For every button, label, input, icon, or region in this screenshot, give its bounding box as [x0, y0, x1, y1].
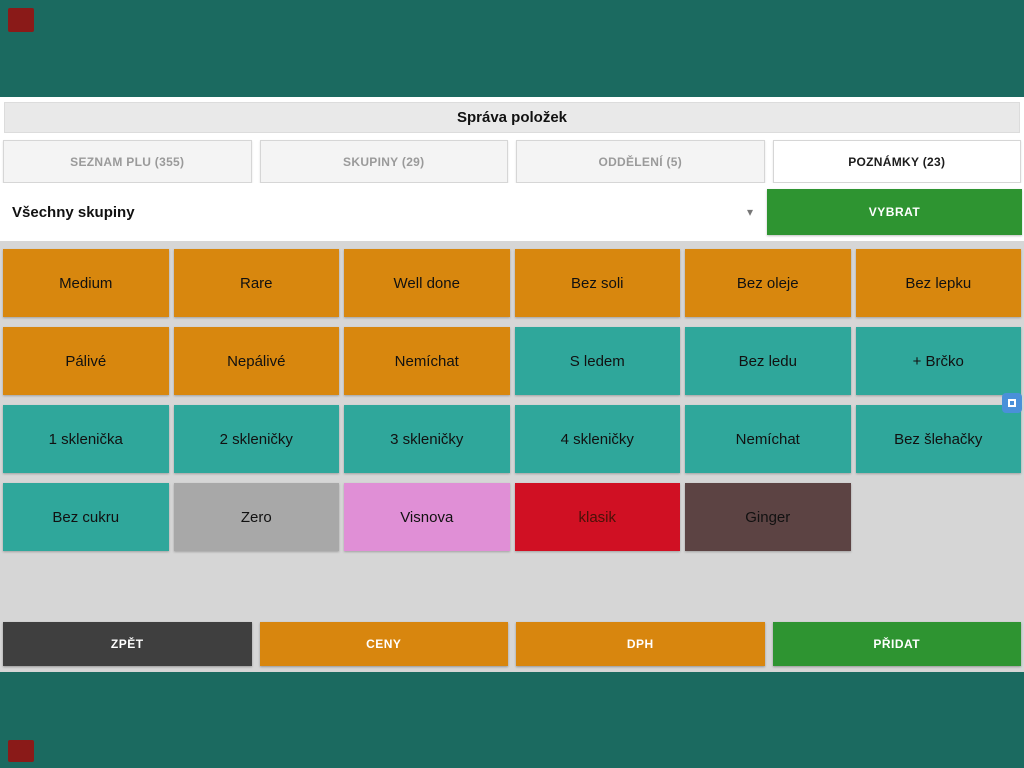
note-button[interactable]: Visnova: [344, 483, 510, 551]
note-button[interactable]: + Brčko: [855, 327, 1021, 395]
notes-grid-area: Medium Rare Well done Bez soli Bez oleje Bez …: [0, 241, 1024, 618]
tab-poznamky[interactable]: POZNÁMKY (23): [772, 140, 1021, 183]
vat-button[interactable]: DPH: [516, 622, 765, 666]
note-button[interactable]: Well done: [344, 249, 510, 317]
note-button[interactable]: Nemíchat: [344, 327, 510, 395]
footer-actions-row: ZPĚT CENY DPH PŘIDAT: [0, 618, 1024, 672]
corner-marker-top: [8, 8, 34, 32]
drag-handle-icon[interactable]: [1002, 393, 1022, 413]
page-title-bar: Správa položek: [4, 102, 1020, 133]
tabs-row: SEZNAM PLU (355) SKUPINY (29) ODDĚLENÍ (…: [3, 140, 1021, 183]
group-filter-row: Všechny skupiny ▾ VYBRAT: [0, 183, 1024, 241]
select-group-button[interactable]: VYBRAT: [767, 189, 1022, 235]
note-button[interactable]: Bez lepku: [855, 249, 1021, 317]
item-management-panel: Správa položek SEZNAM PLU (355) SKUPINY …: [0, 97, 1024, 672]
note-button[interactable]: Bez soli: [514, 249, 680, 317]
tab-oddeleni[interactable]: ODDĚLENÍ (5): [516, 140, 765, 183]
corner-marker-bottom: [8, 740, 34, 762]
note-button[interactable]: Nemíchat: [685, 405, 851, 473]
back-button[interactable]: ZPĚT: [3, 622, 252, 666]
note-button[interactable]: 3 skleničky: [344, 405, 510, 473]
group-filter-dropdown[interactable]: Všechny skupiny: [12, 203, 135, 221]
note-button[interactable]: klasik: [514, 483, 680, 551]
note-button[interactable]: Bez cukru: [3, 483, 169, 551]
notes-grid: Medium Rare Well done Bez soli Bez oleje Bez …: [3, 249, 1021, 551]
tab-label: SKUPINY (29): [343, 154, 425, 169]
note-button[interactable]: Bez oleje: [685, 249, 851, 317]
drag-handle-inner-icon: [1008, 399, 1016, 407]
note-button[interactable]: Zero: [173, 483, 339, 551]
note-button[interactable]: 2 skleničky: [173, 405, 339, 473]
note-button[interactable]: Nepálivé: [173, 327, 339, 395]
note-button[interactable]: Bez ledu: [685, 327, 851, 395]
add-button[interactable]: PŘIDAT: [772, 622, 1021, 666]
tab-label: ODDĚLENÍ (5): [598, 154, 683, 169]
note-button[interactable]: S ledem: [514, 327, 680, 395]
note-button[interactable]: Ginger: [685, 483, 851, 551]
note-button[interactable]: Rare: [173, 249, 339, 317]
tab-label: POZNÁMKY (23): [848, 154, 946, 169]
note-button[interactable]: Medium: [3, 249, 169, 317]
tab-seznam-plu[interactable]: SEZNAM PLU (355): [3, 140, 252, 183]
page-title: Správa položek: [456, 109, 568, 126]
note-button[interactable]: Pálivé: [3, 327, 169, 395]
tab-skupiny[interactable]: SKUPINY (29): [259, 140, 508, 183]
chevron-down-icon[interactable]: ▾: [746, 205, 753, 219]
tab-label: SEZNAM PLU (355): [70, 154, 185, 169]
note-button[interactable]: 1 sklenička: [3, 405, 169, 473]
note-button[interactable]: Bez šlehačky: [855, 405, 1021, 473]
note-button[interactable]: 4 skleničky: [514, 405, 680, 473]
prices-button[interactable]: CENY: [259, 622, 508, 666]
